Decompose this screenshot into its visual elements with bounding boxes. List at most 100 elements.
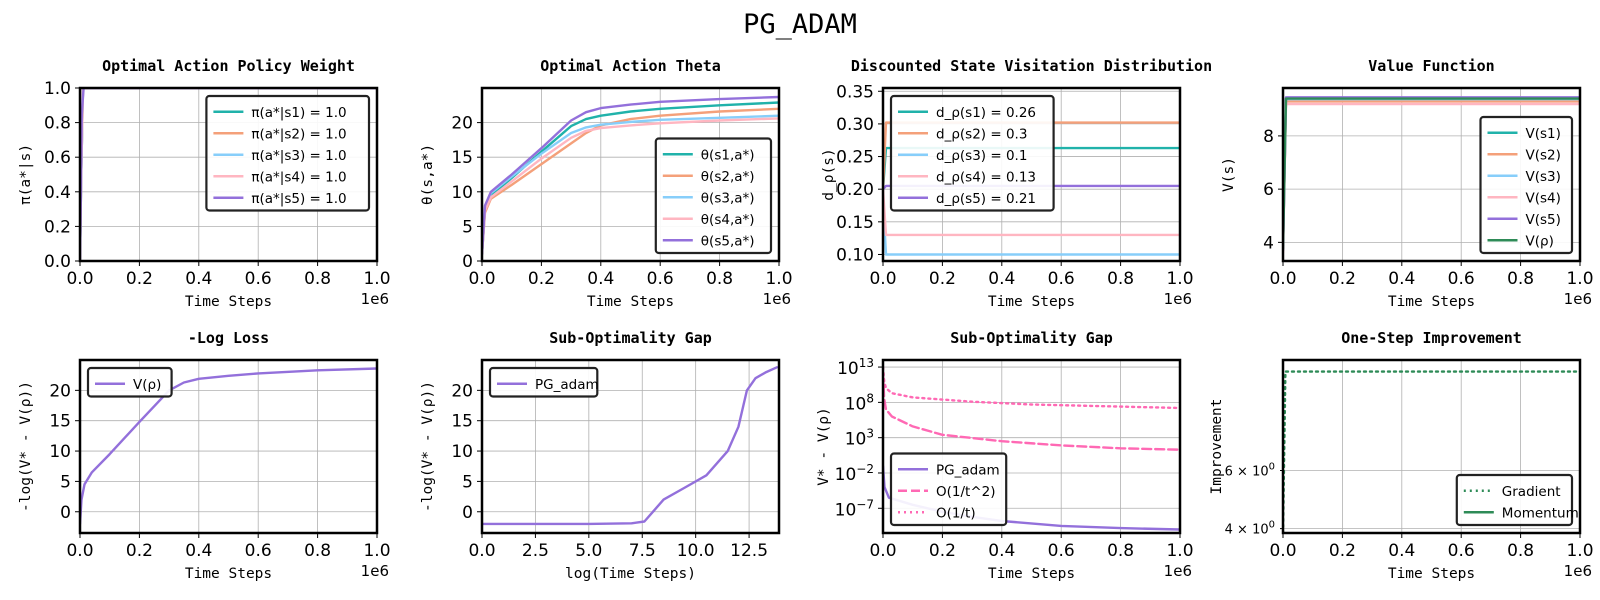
series-line-gap_log-1 [482,366,779,526]
y-tick-label: 8 [1263,127,1274,147]
legend-entry: d_ρ(s5) = 0.21 [936,191,1036,207]
legend-entry: θ(s5,a*) [701,233,755,249]
x-tick-label: 1.0 [1566,541,1593,561]
figure-title: PG_ADAM [743,9,857,40]
legend-entry: V(s5) [1526,212,1561,228]
panel-title: Discounted State Visitation Distribution [851,57,1212,75]
x-tick-label: 0.6 [1448,541,1475,561]
y-tick-label: 4 [1263,233,1274,253]
x-tick-label: 0.0 [66,541,93,561]
x-tick-label: 0.0 [869,269,896,289]
x-tick-label: 0.4 [185,541,212,561]
x-tick-label: 0.2 [1329,541,1356,561]
x-offset-label: 1e6 [361,290,389,308]
series-line-gap_rate-2 [883,372,1180,451]
y-tick-label: 0.15 [836,213,874,233]
panel-gap_log: Sub-Optimality Gap 0.0 2.5 5.0 7.5 10.0 12.5 0 5… [420,329,781,582]
y-tick-label: 5 [462,472,473,492]
legend: V(ρ) [86,366,173,398]
x-tick-label: 0.0 [1269,269,1296,289]
legend-entry: π(a*|s1) = 1.0 [251,105,346,121]
x-tick-label: 0.4 [1388,541,1415,561]
y-tick-label: 10 [451,442,473,462]
x-tick-label: 0.0 [66,269,93,289]
legend-box [205,94,371,212]
panel-visitation: Discounted State Visitation Distribution… [821,57,1212,310]
plot-frame [1281,358,1582,535]
legend-entry: π(a*|s5) = 1.0 [251,191,346,207]
y-axis-label: θ(s,a*) [420,144,436,205]
x-tick-label: 0.0 [468,269,495,289]
y-tick-label: 10−7 [835,497,874,520]
panel-title: Optimal Action Policy Weight [102,57,355,75]
x-tick-label: 0.2 [929,269,956,289]
y-tick-label: 103 [845,427,874,450]
y-tick-label: 10 [451,183,473,203]
y-tick-label: 5 [60,472,71,492]
x-tick-label: 0.4 [1388,269,1415,289]
legend-entry: d_ρ(s4) = 0.13 [936,169,1036,185]
x-offset-label: 1e6 [1164,562,1192,580]
y-axis-label: -log(V* - V(ρ)) [420,381,436,512]
x-tick-label: 0.6 [1448,269,1475,289]
legend-entry: V(s3) [1526,169,1561,185]
y-tick-label: 15 [451,412,473,432]
x-tick-label: 0.0 [869,541,896,561]
x-tick-label: 1.0 [765,269,792,289]
panel-title: One-Step Improvement [1341,329,1522,347]
legend-entry: V(s2) [1526,147,1561,163]
y-tick-label: 108 [845,391,874,414]
x-tick-label: 0.8 [304,541,331,561]
legend: π(a*|s1) = 1.0 π(a*|s2) = 1.0 π(a*|s3) = 1… [205,94,371,212]
y-axis-label: d_ρ(s) [821,148,837,200]
plot-frame [480,358,781,535]
x-offset-label: 1e6 [1564,290,1592,308]
panel-title: Sub-Optimality Gap [549,329,712,347]
series-line-theta-5 [482,95,779,256]
x-tick-label: 0.6 [245,269,272,289]
x-tick-label: 0.8 [1507,269,1534,289]
y-tick-label: 10 [49,442,71,462]
legend: PG_adam [488,366,599,398]
legend-entry: d_ρ(s2) = 0.3 [936,126,1027,142]
x-tick-label: 0.0 [1269,541,1296,561]
x-tick-label: 0.8 [1107,269,1134,289]
legend: V(s1) V(s2) V(s3) V(s4) V(s5) V(ρ) [1479,115,1574,255]
y-tick-label: 0.0 [44,252,71,272]
legend-entry: PG_adam [535,377,599,393]
x-tick-label: 0.2 [528,269,555,289]
x-tick-label: 10.0 [677,541,715,561]
y-tick-label: 0.6 [44,148,71,168]
panel-logloss: -Log Loss 0.0 0.2 0.4 0.6 0.8 1.0 0 5 10 15 20 Time … [18,329,391,582]
x-axis-label: Time Steps [988,566,1075,582]
x-tick-label: 0.6 [647,269,674,289]
legend-entry: V(ρ) [133,377,161,393]
x-tick-label: 0.8 [1507,541,1534,561]
y-axis-label: V(s) [1221,157,1237,192]
legend-entry: O(1/t^2) [936,484,996,500]
x-tick-label: 1.0 [1166,541,1193,561]
x-tick-label: 0.2 [929,541,956,561]
plot-frame [78,358,379,535]
x-tick-label: 5.0 [575,541,602,561]
legend-entry: π(a*|s3) = 1.0 [251,148,346,164]
x-offset-label: 1e6 [1164,290,1192,308]
x-axis-label: Time Steps [1388,566,1475,582]
plot-frame [480,86,781,263]
legend-entry: d_ρ(s3) = 0.1 [936,148,1027,164]
x-tick-label: 0.4 [988,269,1015,289]
x-tick-label: 0.8 [304,269,331,289]
plot-frame [881,86,1182,263]
x-axis-label: Time Steps [587,294,674,310]
x-tick-label: 0.2 [126,541,153,561]
y-tick-label: 0 [462,503,473,523]
legend-entry: θ(s4,a*) [701,212,755,228]
x-tick-label: 0.6 [1048,269,1075,289]
legend-entry: θ(s1,a*) [701,147,755,163]
y-tick-label: 10−2 [835,462,874,485]
panel-theta: Optimal Action Theta 0.0 0.2 0.4 0.6 0.8 1.0 0 5… [420,57,793,310]
y-tick-label: 0.10 [836,245,874,265]
y-tick-label: 0.8 [44,114,71,134]
y-tick-label: 0.2 [44,217,71,237]
